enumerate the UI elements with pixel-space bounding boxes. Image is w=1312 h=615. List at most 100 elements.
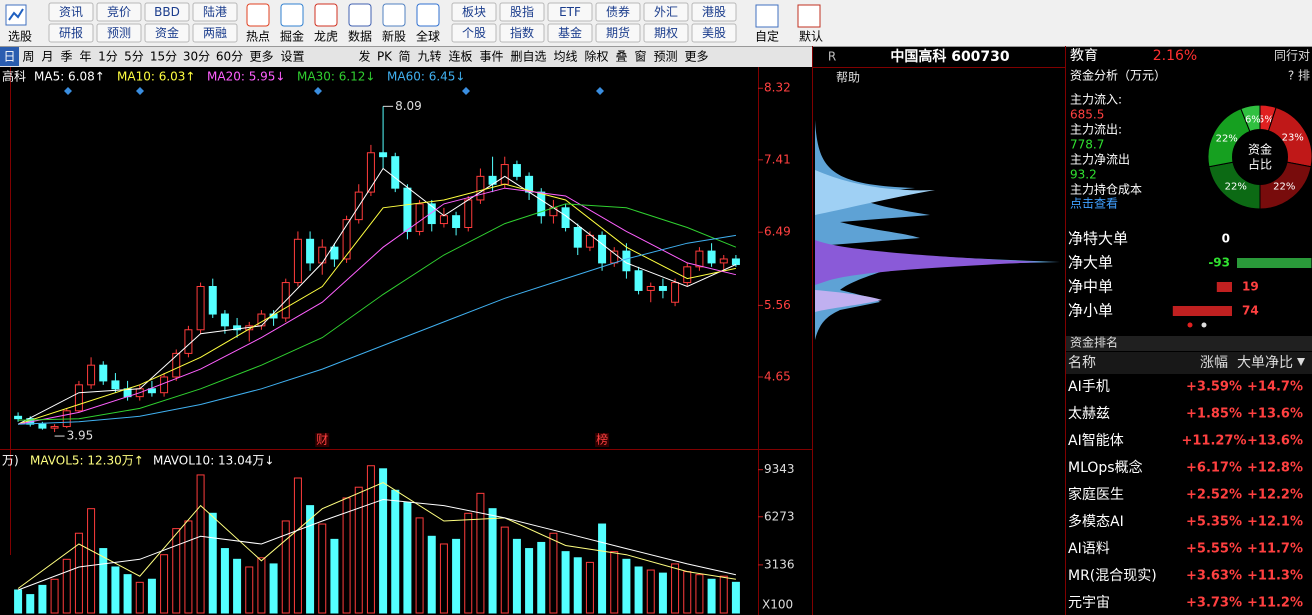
tool-button[interactable]	[451, 23, 497, 43]
tool-tab[interactable]: 除权	[584, 49, 608, 64]
tool-button-label[interactable]: 研报	[59, 25, 83, 40]
tool-icon[interactable]	[280, 3, 304, 27]
tool-icon-label[interactable]: 新股	[382, 29, 406, 44]
tool-button[interactable]	[547, 2, 593, 22]
tool-tab[interactable]: 简	[398, 50, 410, 64]
tool-button[interactable]	[643, 23, 689, 43]
tab[interactable]: 设置	[280, 50, 304, 64]
tool-button-label[interactable]: 基金	[558, 25, 582, 40]
tool-button[interactable]	[643, 2, 689, 22]
tool-icon-label[interactable]: 热点	[246, 30, 270, 44]
ranking-cell[interactable]: 太赫兹	[1068, 406, 1110, 422]
tool-button[interactable]	[144, 2, 190, 22]
tool-button[interactable]	[48, 23, 94, 43]
tool-button[interactable]	[595, 2, 641, 22]
custom-label[interactable]: 自定	[755, 29, 779, 44]
tool-tab[interactable]: 预测	[653, 50, 677, 64]
tool-button-label[interactable]: 资金	[155, 25, 179, 40]
tool-button-label[interactable]: 港股	[702, 5, 726, 19]
tool-button[interactable]	[48, 2, 94, 22]
sector[interactable]: 教育	[1070, 48, 1098, 64]
tool-button-label[interactable]: 期货	[606, 25, 630, 40]
tool-button[interactable]	[499, 23, 545, 43]
tool-button[interactable]	[499, 2, 545, 22]
tool-icon[interactable]	[382, 3, 406, 27]
tool-button[interactable]	[192, 23, 238, 43]
tool-tab[interactable]: 发	[358, 49, 370, 64]
tool-tab[interactable]: 事件	[479, 50, 503, 64]
tool-button-label[interactable]: BBD	[154, 5, 180, 19]
tool-tab[interactable]: 均线	[553, 50, 577, 64]
tool-button[interactable]	[691, 23, 737, 43]
tool-icon[interactable]	[246, 3, 270, 27]
tool-tab[interactable]: 删自选	[510, 50, 546, 64]
tab[interactable]: 1分	[98, 50, 118, 64]
tab[interactable]: 5分	[124, 50, 144, 64]
tool-button-label[interactable]: 资讯	[59, 5, 83, 19]
tool-icon[interactable]	[314, 3, 338, 27]
fund-heading-right[interactable]: ? 排	[1288, 69, 1310, 83]
tool-button-label[interactable]: 两融	[203, 26, 227, 40]
custom-icon[interactable]	[755, 4, 779, 28]
default-icon[interactable]	[797, 4, 821, 28]
peer[interactable]: 同行对	[1274, 49, 1310, 63]
tool-button[interactable]	[96, 2, 142, 22]
help[interactable]: 帮助	[836, 71, 860, 85]
tool-button-label[interactable]: 债券	[606, 4, 630, 19]
page-dot[interactable]	[1187, 322, 1193, 328]
tool-tab[interactable]: 连板	[448, 49, 472, 64]
tool-icon-label[interactable]: 龙虎	[314, 30, 338, 44]
tab[interactable]: 60分	[216, 50, 243, 64]
tab[interactable]: 季	[60, 50, 72, 64]
tool-button-label[interactable]: 竞价	[107, 5, 131, 19]
tab[interactable]: 更多	[249, 50, 273, 64]
tool-button-label[interactable]: 陆港	[203, 4, 227, 19]
tab[interactable]: 周	[22, 50, 34, 64]
tab[interactable]: 年	[79, 50, 91, 64]
tool-button-label[interactable]: 美股	[702, 26, 726, 40]
tool-button-label[interactable]: 板块	[462, 5, 486, 19]
tool-icon[interactable]	[348, 3, 372, 27]
ranking-cell[interactable]: 家庭医生	[1068, 486, 1124, 503]
tool-icon-label[interactable]: 全球	[416, 29, 440, 44]
tool-button-label[interactable]: ETF	[559, 5, 581, 19]
cost-link[interactable]: 点击查看	[1070, 197, 1118, 211]
tool-tab[interactable]: 更多	[684, 50, 708, 64]
default-label[interactable]: 默认	[799, 29, 823, 44]
tab[interactable]: 30分	[183, 50, 210, 64]
tab[interactable]: 月	[41, 50, 53, 64]
select-label[interactable]: 选股	[8, 30, 32, 44]
event-label[interactable]: 财	[316, 433, 328, 447]
tool-button-label[interactable]: 指数	[510, 25, 534, 40]
tool-button-label[interactable]: 外汇	[654, 5, 678, 19]
tool-button-label[interactable]: 预测	[107, 26, 131, 40]
ranking-cell[interactable]: 元宇宙	[1068, 595, 1110, 611]
ranking-cell[interactable]: AI语料	[1068, 541, 1110, 557]
tool-button-label[interactable]: 个股	[462, 26, 486, 40]
tool-button[interactable]	[595, 23, 641, 43]
tool-button[interactable]	[144, 23, 190, 43]
tool-icon[interactable]	[416, 3, 440, 27]
tool-button[interactable]	[192, 2, 238, 22]
tool-button[interactable]	[691, 2, 737, 22]
ranking-cell[interactable]: AI智能体	[1068, 433, 1124, 449]
tool-button[interactable]	[96, 23, 142, 43]
tool-icon-label[interactable]: 数据	[348, 29, 372, 44]
ranking-cell[interactable]: AI手机	[1068, 379, 1110, 395]
tool-button-label[interactable]: 期权	[654, 26, 678, 40]
tab[interactable]: 15分	[150, 50, 177, 64]
tool-tab[interactable]: PK	[377, 50, 393, 64]
ranking-cell[interactable]: MLOps概念	[1068, 459, 1143, 476]
tool-tab[interactable]: 窗	[634, 50, 646, 64]
tool-button-label[interactable]: 股指	[510, 4, 534, 19]
tool-tab[interactable]: 九转	[417, 49, 441, 64]
tool-tab[interactable]: 叠	[615, 50, 627, 64]
ranking-cell[interactable]: 多模态AI	[1068, 513, 1124, 530]
tab[interactable]: 日	[3, 50, 15, 64]
tool-button[interactable]	[451, 2, 497, 22]
tool-button[interactable]	[547, 23, 593, 43]
event-label[interactable]: 榜	[596, 432, 608, 447]
page-dot[interactable]	[1201, 322, 1207, 328]
ranking-cell[interactable]: MR(混合现实)	[1068, 568, 1157, 584]
tool-icon-label[interactable]: 掘金	[280, 29, 304, 44]
